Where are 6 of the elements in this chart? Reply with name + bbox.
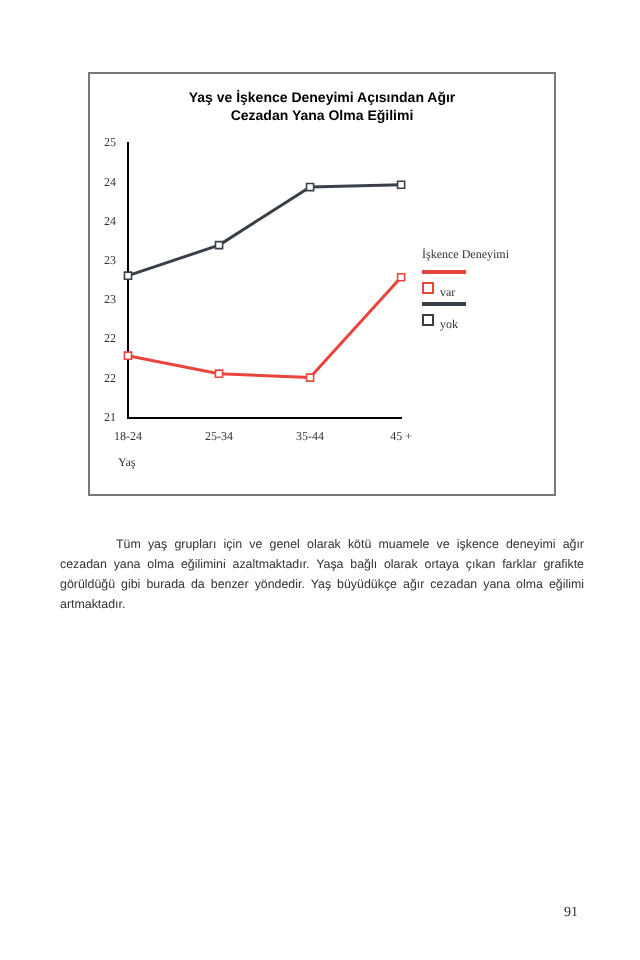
point (396, 273, 406, 282)
point (123, 271, 133, 281)
point (396, 180, 406, 190)
point (305, 373, 315, 383)
point (123, 351, 133, 361)
point (214, 369, 224, 379)
